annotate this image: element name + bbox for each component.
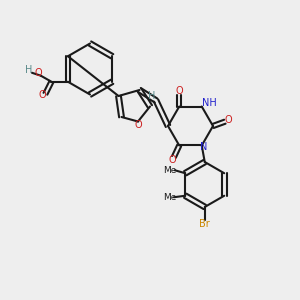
Text: Br: Br: [200, 219, 210, 229]
Text: O: O: [169, 155, 176, 165]
Text: O: O: [38, 90, 46, 100]
Text: N: N: [200, 142, 208, 152]
Text: O: O: [134, 119, 142, 130]
Text: Me: Me: [163, 193, 176, 202]
Text: O: O: [224, 116, 232, 125]
Text: H: H: [148, 91, 155, 101]
Text: O: O: [176, 86, 183, 96]
Text: H: H: [25, 65, 32, 75]
Text: Me: Me: [164, 166, 177, 175]
Text: NH: NH: [202, 98, 217, 108]
Text: O: O: [35, 68, 42, 78]
